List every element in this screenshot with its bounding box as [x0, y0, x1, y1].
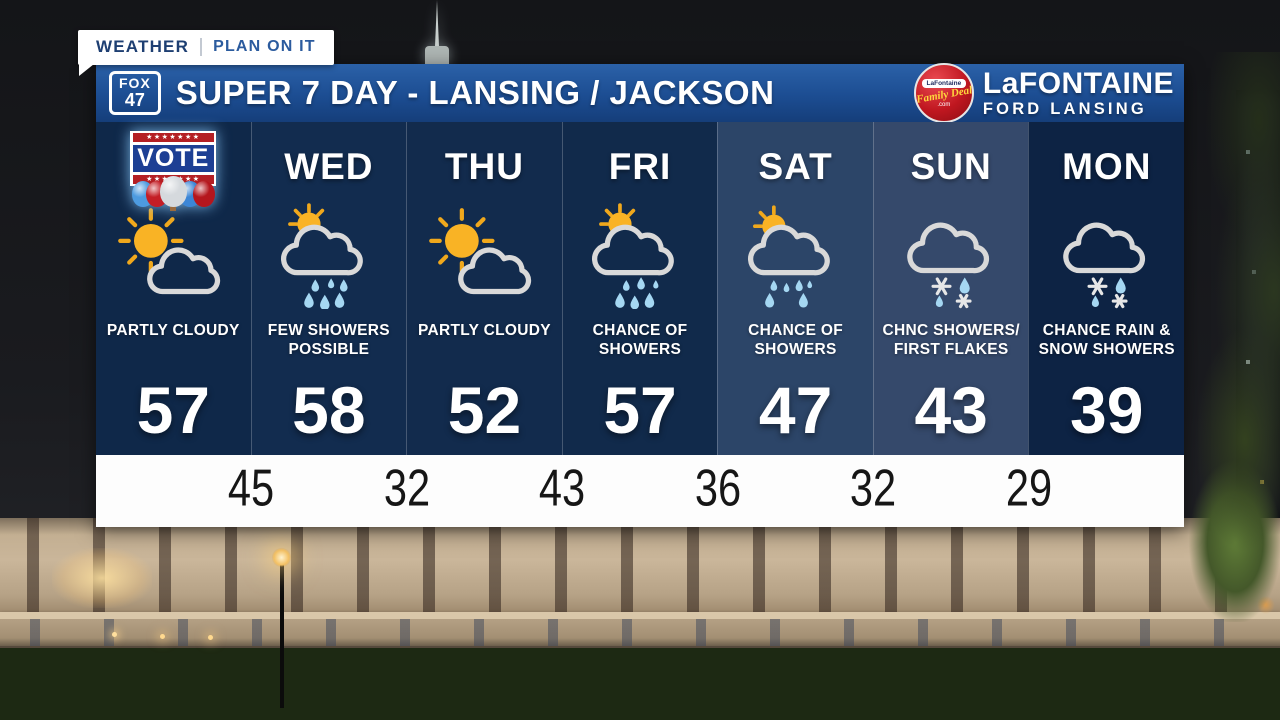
forecast-panel: FOX 47 SUPER 7 DAY - LANSING / JACKSON L…: [96, 63, 1185, 527]
high-temp: 47: [758, 372, 833, 447]
partly-cloudy-icon: [429, 208, 532, 295]
weather-label: WEATHER: [96, 37, 190, 56]
family-deal-badge: LaFontaine Family Deal .com: [913, 63, 974, 123]
condition-text: CHANCE OF SHOWERS: [592, 322, 688, 359]
condition-text: CHNC SHOWERS/ FIRST FLAKES: [882, 322, 1020, 359]
high-temp: 57: [136, 372, 210, 447]
forecast-column-sun: SUN CHNC SHOWE: [872, 122, 1029, 455]
low-temp: 29: [1005, 459, 1052, 518]
lamp-light: [272, 548, 291, 567]
weather-plan-badge: WEATHER PLAN ON IT: [78, 30, 334, 76]
day-label: MON: [1062, 146, 1152, 187]
fox-logo-text: FOX: [119, 75, 151, 91]
vote-graphic: ★★★★★★★ VOTE ★★★★★★★: [130, 130, 217, 211]
fox47-logo: FOX 47: [109, 71, 161, 115]
porch-light-glow: [52, 548, 152, 608]
low-temp: 43: [539, 459, 586, 518]
forecast-column-sat: SAT: [717, 122, 873, 455]
low-temp: 32: [850, 459, 897, 518]
high-temp: 57: [603, 372, 677, 447]
forecast-column-today: ★★★★★★★ VOTE ★★★★★★★: [96, 122, 251, 455]
condition-text: CHANCE RAIN & SNOW SHOWERS: [1038, 322, 1175, 359]
high-temp: 52: [447, 372, 522, 447]
low-temp: 45: [228, 459, 275, 518]
panel-header: FOX 47 SUPER 7 DAY - LANSING / JACKSON L…: [96, 63, 1184, 123]
capitol-dome-spire: [424, 0, 450, 64]
day-label: WED: [284, 146, 374, 187]
condition-text: PARTLY CLOUDY: [418, 322, 551, 339]
day-label: FRI: [608, 146, 672, 187]
forecast-column-thu: THU PARTLY CLOUDY 52: [406, 122, 562, 455]
sponsor-name: LaFONTAINE FORD LANSING: [982, 66, 1174, 118]
forecast-column-fri: FRI: [561, 122, 718, 455]
day-label: SAT: [758, 146, 833, 187]
vote-sign-text: VOTE: [132, 144, 214, 173]
condition-text: PARTLY CLOUDY: [106, 322, 240, 339]
chance-showers-icon: [747, 205, 830, 308]
high-temp: 43: [914, 372, 988, 447]
rain-snow-mix-icon: [907, 222, 990, 309]
few-showers-icon: [280, 203, 363, 309]
low-temp: 36: [694, 459, 741, 518]
low-temps-strip: 45 32 43 36 32 29: [96, 455, 1184, 527]
balloons: [131, 176, 215, 208]
fox-logo-number: 47: [124, 90, 145, 110]
day-label: THU: [444, 146, 524, 187]
ground-lights: [112, 632, 117, 637]
forecast-column-mon: MON CHANCE RAI: [1028, 122, 1185, 455]
lamp-post: [280, 560, 284, 708]
high-temp: 58: [292, 372, 366, 447]
badge-divider: [200, 38, 203, 56]
condition-text: FEW SHOWERS POSSIBLE: [267, 322, 390, 359]
forecast-columns: ★★★★★★★ VOTE ★★★★★★★: [96, 122, 1185, 455]
day-label: SUN: [910, 146, 992, 187]
low-temp: 32: [383, 459, 430, 518]
partly-cloudy-icon: [118, 208, 221, 295]
lawn: [0, 648, 1280, 720]
panel-title: SUPER 7 DAY - LANSING / JACKSON: [175, 74, 775, 111]
condition-text: CHANCE OF SHOWERS: [748, 322, 844, 359]
plan-on-it-label: PLAN ON IT: [213, 38, 316, 55]
chance-showers-icon: [592, 203, 674, 309]
forecast-column-wed: WED: [250, 122, 407, 455]
high-temp: 39: [1070, 372, 1144, 447]
sponsor-logo: LaFontaine Family Deal .com LaFONTAINE F…: [913, 63, 1174, 123]
capitol-building: [0, 518, 1280, 652]
rain-snow-mix-icon: [1062, 222, 1145, 309]
